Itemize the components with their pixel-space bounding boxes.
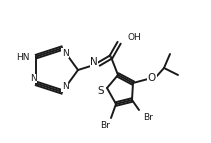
Text: HN: HN (16, 53, 29, 62)
Text: N: N (90, 57, 98, 67)
Text: Br: Br (100, 121, 110, 130)
Text: OH: OH (128, 33, 142, 42)
Text: N: N (62, 49, 69, 58)
Text: N: N (30, 74, 37, 83)
Text: N: N (62, 82, 69, 91)
Text: S: S (98, 86, 104, 96)
Text: O: O (148, 73, 156, 83)
Text: Br: Br (143, 113, 153, 122)
